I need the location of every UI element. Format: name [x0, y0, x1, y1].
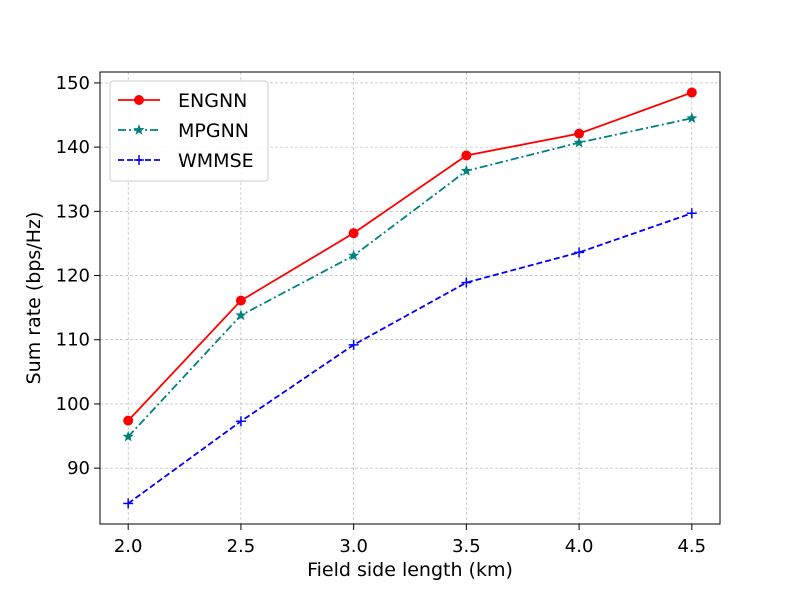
- y-tick-label: 110: [56, 330, 90, 351]
- series-wmmse: [123, 208, 697, 509]
- legend: ENGNN MPGNN WMMSE: [109, 80, 269, 182]
- x-tick-label: 2.0: [114, 536, 143, 557]
- legend-marker-swatch: [134, 155, 144, 165]
- data-point-engnn: [461, 150, 472, 161]
- data-point-mpgnn: [460, 165, 472, 176]
- data-point-mpgnn: [348, 249, 360, 261]
- y-tick-label: 100: [56, 394, 90, 415]
- x-tick-label: 3.0: [339, 536, 368, 557]
- y-tick-label: 120: [56, 266, 90, 287]
- legend-entry-mpgnn: MPGNN: [118, 120, 249, 142]
- series-engnn: [123, 87, 697, 426]
- data-point-mpgnn: [122, 430, 134, 442]
- series-line-mpgnn: [127, 117, 693, 438]
- data-point-wmmse: [123, 498, 134, 509]
- data-point-mpgnn: [686, 112, 698, 123]
- x-tick-label: 4.0: [565, 536, 594, 557]
- x-axis-ticks: 2.0 2.5 3.0 3.5 4.0 4.5: [114, 524, 706, 557]
- grid-layer: [100, 72, 720, 524]
- data-point-wmmse: [574, 247, 585, 258]
- legend-marker-swatch: [133, 124, 145, 135]
- x-tick-label: 2.5: [227, 536, 256, 557]
- y-axis-ticks: 90 100 110 120 130 140 150: [56, 73, 100, 479]
- legend-label: MPGNN: [178, 120, 249, 142]
- legend-entry-wmmse: WMMSE: [118, 150, 254, 172]
- series-line-wmmse: [127, 212, 693, 505]
- x-tick-label: 4.5: [677, 536, 706, 557]
- data-point-wmmse: [686, 208, 697, 219]
- data-point-mpgnn: [235, 309, 247, 321]
- data-point-engnn: [686, 87, 697, 98]
- x-tick-label: 3.5: [452, 536, 481, 557]
- legend-marker-swatch: [134, 95, 144, 105]
- y-tick-label: 140: [56, 137, 90, 158]
- series-mpgnn: [122, 112, 698, 442]
- legend-entry-engnn: ENGNN: [118, 90, 247, 112]
- legend-label: WMMSE: [178, 150, 254, 172]
- legend-label: ENGNN: [178, 90, 247, 112]
- data-point-wmmse: [461, 277, 472, 288]
- data-point-mpgnn: [573, 136, 585, 148]
- x-axis-title: Field side length (km): [307, 559, 513, 581]
- y-tick-label: 130: [56, 201, 90, 222]
- series-layer: [122, 87, 698, 509]
- y-tick-label: 90: [67, 458, 90, 479]
- y-axis-title: Sum rate (bps/Hz): [23, 212, 45, 385]
- data-point-engnn: [123, 415, 134, 426]
- legend-box: [109, 80, 269, 182]
- data-point-engnn: [235, 295, 246, 306]
- data-point-wmmse: [348, 339, 359, 350]
- data-point-engnn: [348, 228, 359, 239]
- data-point-wmmse: [235, 416, 246, 427]
- legend-entries: ENGNN MPGNN WMMSE: [118, 90, 254, 172]
- series-line-engnn: [127, 91, 693, 422]
- plot-frame: [99, 71, 721, 525]
- y-tick-label: 150: [56, 73, 90, 94]
